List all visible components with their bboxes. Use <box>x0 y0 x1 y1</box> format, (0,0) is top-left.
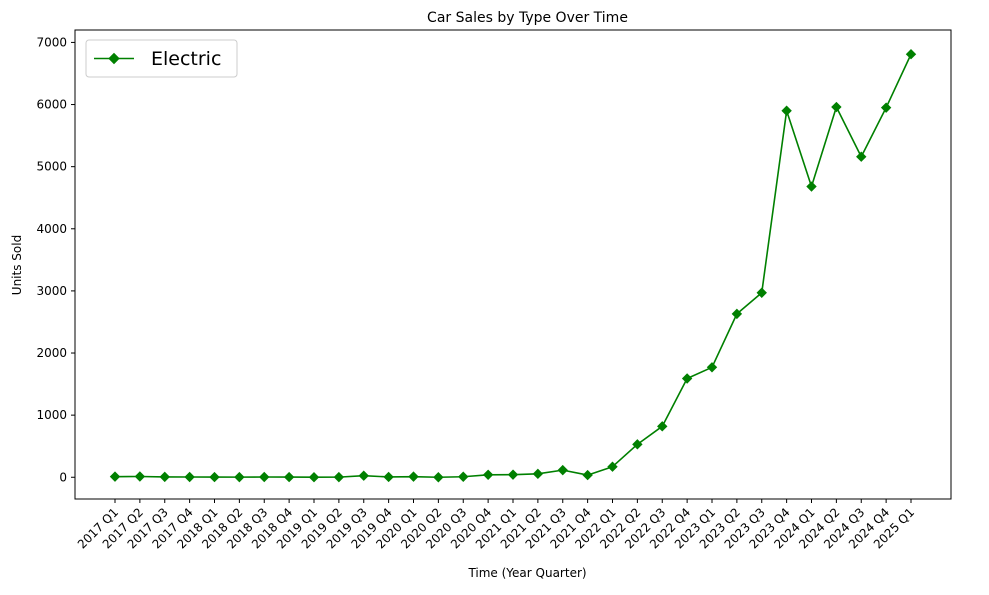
data-point <box>308 471 320 483</box>
series-line <box>114 53 912 479</box>
data-point <box>831 101 842 113</box>
y-tick-label: 5000 <box>36 160 67 174</box>
y-axis-ticks: 0 1000 2000 3000 4000 5000 6000 7000 <box>36 35 75 484</box>
legend: Electric <box>85 39 238 78</box>
legend-box <box>85 39 238 78</box>
y-tick-label: 2000 <box>36 346 67 360</box>
data-point <box>632 439 643 450</box>
data-point <box>482 469 494 480</box>
data-point <box>781 105 792 116</box>
y-tick-label: 7000 <box>36 35 67 49</box>
y-tick-label: 1000 <box>36 408 67 422</box>
data-point <box>706 362 718 373</box>
data-point <box>283 471 295 483</box>
data-point <box>383 471 394 483</box>
data-point <box>159 471 170 483</box>
data-point <box>333 471 345 483</box>
data-point <box>433 472 444 483</box>
plot-frame <box>74 29 952 500</box>
data-point <box>806 181 817 192</box>
y-tick-label: 3000 <box>36 284 67 298</box>
y-tick-label: 0 <box>59 470 67 484</box>
data-point <box>109 471 121 482</box>
data-point <box>134 471 146 482</box>
data-point <box>607 461 618 472</box>
data-point <box>756 287 767 298</box>
data-point <box>880 102 892 113</box>
data-point <box>358 470 369 481</box>
data-point <box>557 464 568 476</box>
data-point <box>259 471 270 483</box>
data-point <box>582 469 593 481</box>
data-point <box>184 471 195 483</box>
data-point <box>681 373 693 384</box>
chart-title: Car Sales by Type Over Time <box>427 10 628 26</box>
y-tick-label: 4000 <box>36 222 67 236</box>
data-point <box>731 308 743 320</box>
data-point <box>458 471 469 482</box>
legend-label-electric: Electric <box>151 48 221 70</box>
legend-marker-diamond-icon <box>108 52 120 65</box>
data-point <box>507 469 519 480</box>
data-point <box>657 421 668 432</box>
data-point <box>209 471 220 483</box>
data-point <box>408 471 419 482</box>
series-electric <box>109 49 917 483</box>
y-axis-label: Units Sold <box>10 235 24 295</box>
y-tick-label: 6000 <box>36 98 67 112</box>
data-point <box>856 151 867 162</box>
axes <box>74 29 952 500</box>
x-axis-label: Time (Year Quarter) <box>467 566 586 580</box>
data-point <box>532 468 544 480</box>
data-point <box>234 471 245 483</box>
data-point <box>905 49 917 60</box>
